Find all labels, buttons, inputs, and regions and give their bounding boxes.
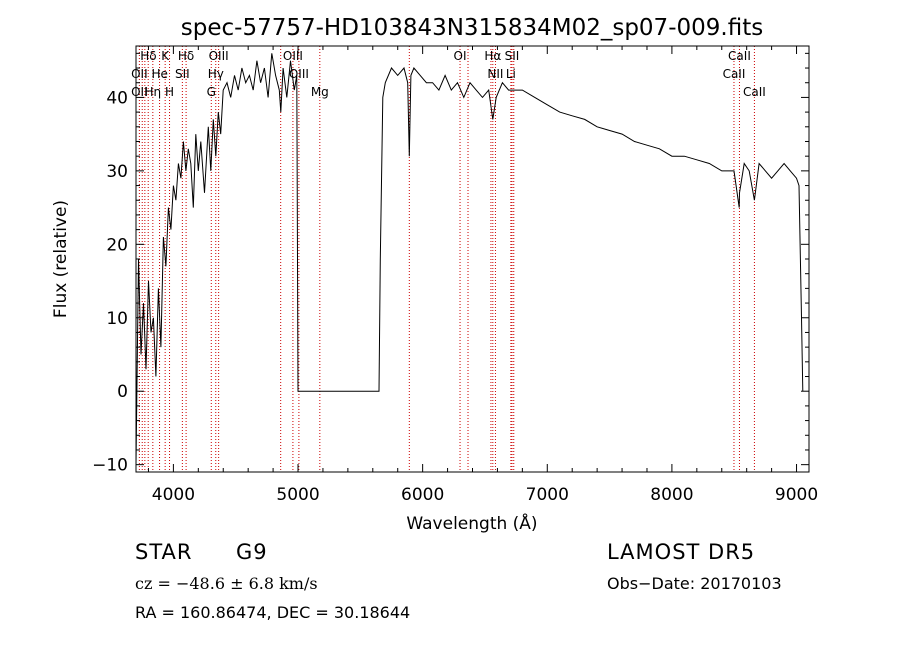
- spectral-line-label: OII: [131, 67, 148, 81]
- y-axis-label: Flux (relative): [51, 200, 71, 318]
- spectral-line-label: NII: [487, 67, 503, 81]
- y-tick-label: 10: [106, 309, 128, 329]
- spectral-line-label: OI: [454, 49, 467, 63]
- spectral-line-label: CaII: [728, 49, 751, 63]
- spectral-line-label: Mg: [311, 85, 329, 99]
- plot-frame: [135, 45, 810, 473]
- y-tick-label: −10: [92, 456, 128, 476]
- x-tick-label: 4000: [152, 485, 195, 505]
- y-tick-label: 30: [106, 162, 128, 182]
- spectrum-line: [135, 53, 804, 465]
- spectral-line-label: Hα: [484, 49, 501, 63]
- x-tick-label: 7000: [526, 485, 569, 505]
- x-axis-label: Wavelength (Å): [406, 512, 537, 534]
- y-tick-label: 40: [106, 88, 128, 108]
- chart-title: spec-57757-HD103843N315834M02_sp07-009.f…: [181, 15, 763, 41]
- spectrum-series: [135, 53, 804, 465]
- spectral-line-label: G: [207, 85, 216, 99]
- spectral-line-label: SII: [505, 49, 520, 63]
- spectral-line-label: H: [165, 85, 174, 99]
- spectral-line-label: He: [151, 67, 167, 81]
- subclass: G9: [236, 540, 268, 564]
- spectral-line-label: SII: [175, 67, 190, 81]
- axis-ticks: 4000 5000 6000 7000 8000 9000 −10 0 10 20 30 40: [92, 46, 818, 505]
- object-type: STAR: [135, 540, 193, 564]
- x-tick-label: 8000: [650, 485, 693, 505]
- ra-dec: RA = 160.86474, DEC = 30.18644: [135, 603, 411, 622]
- spectral-line-label: Hδ: [178, 49, 194, 63]
- y-tick-label: 20: [106, 235, 128, 255]
- spectral-line-label: OII: [131, 85, 148, 99]
- spectral-line-label: Li: [506, 67, 516, 81]
- spectral-line-label: Hγ: [208, 67, 224, 81]
- spectral-line-label: CaII: [723, 67, 746, 81]
- spectral-line-label: Hη: [145, 85, 162, 99]
- spectral-line-label: CaII: [743, 85, 766, 99]
- redshift-cz: cz = −48.6 ± 6.8 km/s: [135, 574, 318, 593]
- spectral-line-label: OIII: [283, 49, 303, 63]
- x-tick-label: 9000: [775, 485, 818, 505]
- spectral-line-label: OIII: [289, 67, 309, 81]
- x-tick-label: 6000: [401, 485, 444, 505]
- y-tick-label: 0: [117, 382, 128, 402]
- survey-release: LAMOST DR5: [607, 540, 756, 564]
- observation-date: Obs−Date: 20170103: [607, 574, 782, 593]
- spectral-line-label: K: [161, 49, 170, 63]
- spectral-line-label: Hδ: [140, 49, 156, 63]
- x-tick-label: 5000: [276, 485, 319, 505]
- line-markers: [138, 46, 755, 472]
- spectral-line-label: OIII: [209, 49, 229, 63]
